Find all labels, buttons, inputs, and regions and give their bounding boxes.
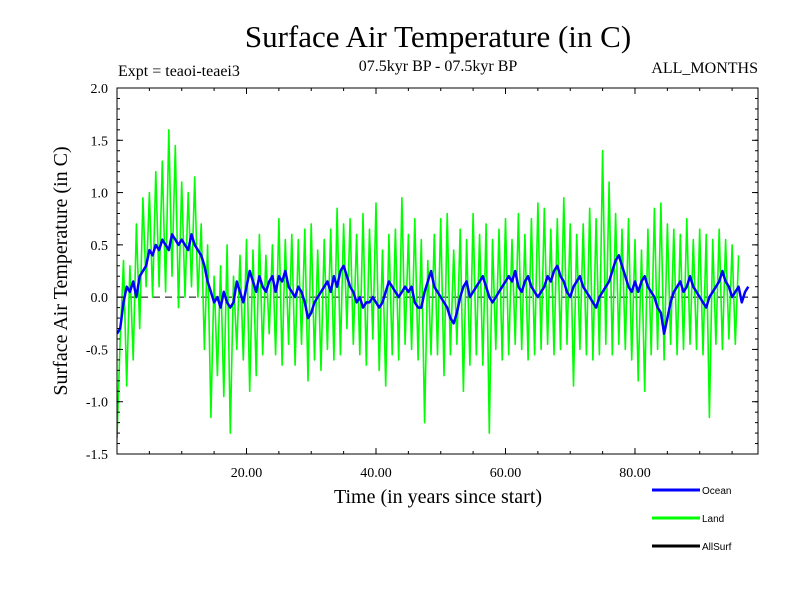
y-tick-label: 0.0	[91, 291, 109, 306]
y-tick-label: 0.5	[91, 239, 109, 254]
chart-subtitle: 07.5kyr BP - 07.5kyr BP	[359, 58, 518, 75]
legend: Ocean Land AllSurf	[652, 486, 732, 553]
plot-area	[117, 129, 758, 439]
x-tick-label: 20.00	[231, 466, 263, 481]
y-tick-label: -1.0	[86, 396, 108, 411]
x-tick-label: 60.00	[490, 466, 522, 481]
series-line-ocean	[117, 233, 750, 335]
y-tick-label: 2.0	[91, 82, 109, 97]
x-tick-label: 40.00	[360, 466, 392, 481]
series-line-land	[117, 129, 740, 439]
experiment-label: Expt = teaoi-teaei3	[118, 63, 240, 80]
legend-label-ocean: Ocean	[702, 486, 731, 497]
x-axis-label: Time (in years since start)	[334, 486, 542, 508]
x-tick-label: 80.00	[619, 466, 651, 481]
season-label: ALL_MONTHS	[651, 60, 758, 77]
legend-label-allsurf: AllSurf	[702, 542, 732, 553]
y-axis: -1.5 -1.0 -0.5 0.0 0.5 1.0 1.5 2.0	[86, 82, 758, 463]
y-axis-label: Surface Air Temperature (in C)	[50, 146, 72, 395]
y-tick-label: -0.5	[86, 343, 108, 358]
plot-frame	[116, 87, 759, 455]
legend-label-land: Land	[702, 514, 724, 525]
y-tick-label: -1.5	[86, 448, 108, 463]
y-tick-label: 1.0	[91, 187, 109, 202]
series-layer	[117, 129, 750, 439]
y-tick-label: 1.5	[91, 134, 109, 149]
chart-title: Surface Air Temperature (in C)	[245, 19, 631, 54]
x-axis: 20.00 40.00 60.00 80.00	[148, 88, 733, 481]
